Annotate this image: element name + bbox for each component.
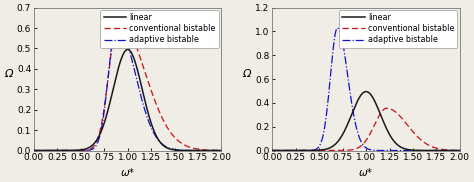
Legend: linear, conventional bistable, adaptive bistable: linear, conventional bistable, adaptive … (339, 10, 457, 48)
X-axis label: ω*: ω* (121, 168, 135, 178)
Legend: linear, conventional bistable, adaptive bistable: linear, conventional bistable, adaptive … (100, 10, 219, 48)
Y-axis label: Ω: Ω (243, 69, 251, 79)
Y-axis label: Ω: Ω (4, 69, 13, 79)
X-axis label: ω*: ω* (359, 168, 373, 178)
